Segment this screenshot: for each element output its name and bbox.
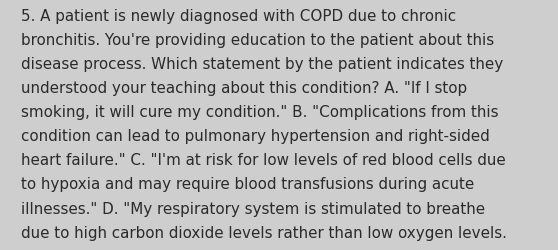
Text: to hypoxia and may require blood transfusions during acute: to hypoxia and may require blood transfu…: [21, 177, 474, 192]
Text: understood your teaching about this condition? A. "If I stop: understood your teaching about this cond…: [21, 81, 468, 96]
Text: bronchitis. You're providing education to the patient about this: bronchitis. You're providing education t…: [21, 33, 494, 48]
Text: smoking, it will cure my condition." B. "Complications from this: smoking, it will cure my condition." B. …: [21, 105, 499, 120]
Text: disease process. Which statement by the patient indicates they: disease process. Which statement by the …: [21, 57, 503, 72]
Text: due to high carbon dioxide levels rather than low oxygen levels.: due to high carbon dioxide levels rather…: [21, 225, 507, 240]
Text: heart failure." C. "I'm at risk for low levels of red blood cells due: heart failure." C. "I'm at risk for low …: [21, 153, 506, 168]
Text: illnesses." D. "My respiratory system is stimulated to breathe: illnesses." D. "My respiratory system is…: [21, 201, 485, 216]
Text: 5. A patient is newly diagnosed with COPD due to chronic: 5. A patient is newly diagnosed with COP…: [21, 9, 456, 24]
Text: condition can lead to pulmonary hypertension and right-sided: condition can lead to pulmonary hyperten…: [21, 129, 490, 144]
